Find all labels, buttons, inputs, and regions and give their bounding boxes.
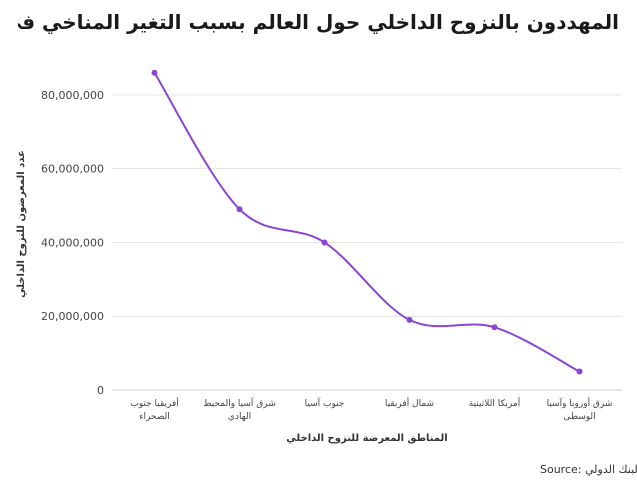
x-tick-label: شرق آسيا والمحيط الهادي: [203, 397, 276, 422]
x-tick-label: أمريكا اللاتينية: [469, 397, 520, 409]
chart-title: المهددون بالنزوح الداخلي حول العالم بسبب…: [18, 10, 619, 34]
grid-lines: [112, 94, 622, 391]
data-point[interactable]: [321, 239, 328, 246]
y-tick-label: 40,000,000: [41, 236, 104, 249]
data-point[interactable]: [406, 316, 413, 323]
y-axis-label: عدد المعرضون للنزوح الداخلي: [16, 150, 27, 298]
y-tick-label: 60,000,000: [41, 163, 104, 176]
source-note: Source: البنك الدولي: [540, 463, 637, 476]
y-tick-label: 20,000,000: [41, 310, 104, 323]
data-point[interactable]: [491, 324, 498, 331]
x-axis-ticks: أفريقيا جنوب الصحراء شرق آسيا والمحيط الهاد…: [130, 397, 612, 422]
x-tick-label: شمال أفريقيا: [385, 397, 434, 409]
x-axis-label: المناطق المعرضة للنزوح الداخلي: [286, 433, 447, 444]
data-point[interactable]: [576, 368, 583, 375]
x-tick-label: شرق أوروبا وآسيا الوسطى: [547, 397, 613, 422]
x-tick-label: أفريقيا جنوب الصحراء: [130, 397, 179, 422]
y-axis-ticks: 0 20,000,000 40,000,000 60,000,000 80,000,00…: [41, 89, 104, 397]
data-point[interactable]: [236, 206, 243, 213]
y-tick-label: 80,000,000: [41, 89, 104, 102]
x-tick-label: جنوب آسيا: [305, 397, 345, 409]
data-point[interactable]: [151, 69, 158, 76]
y-tick-label: 0: [97, 384, 104, 397]
series-layer: [151, 69, 583, 375]
series-line: [153, 72, 580, 373]
